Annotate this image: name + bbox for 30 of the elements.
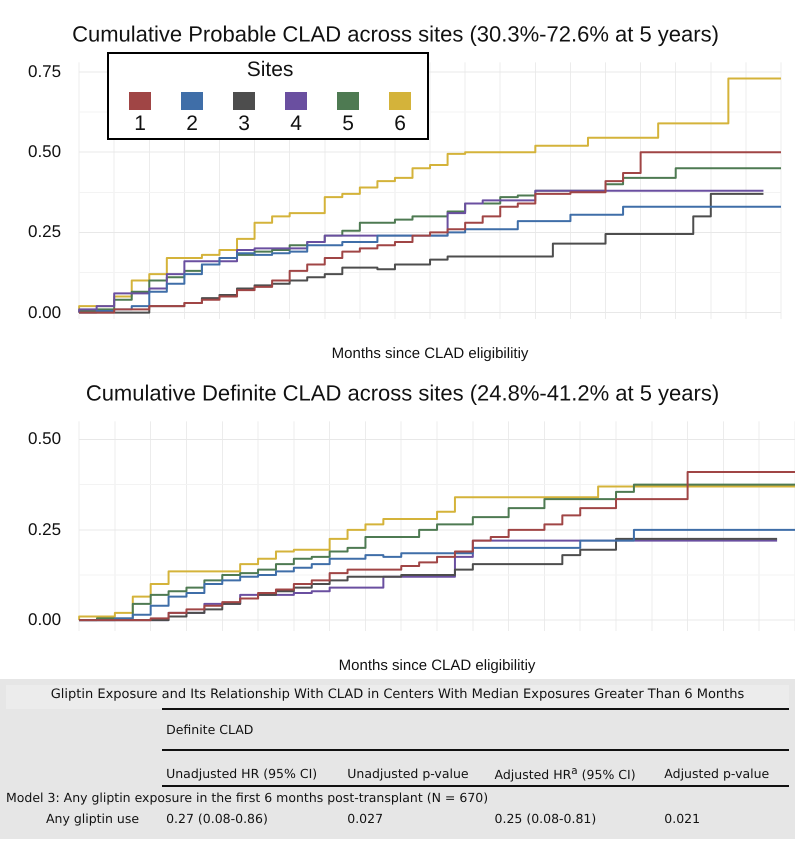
text: Gliptin Exposure and Its Relationship With CLAD in Centers With Median Exposures Greater Than 6 Months: [6, 685, 789, 709]
category-label: Unadjusted HR (95% CI): [162, 750, 344, 786]
text: Definite CLAD: [162, 709, 789, 750]
text: 0.25 (0.08-0.81): [494, 811, 596, 826]
category-label: Adjusted HR$^{a}$ (95% CI): [490, 750, 660, 786]
legend-label: 4: [290, 112, 302, 136]
text: 0.27 (0.08-0.86): [166, 811, 268, 826]
y-tick-label: 0.50: [28, 142, 62, 162]
y-tick-label: 0.50: [28, 429, 62, 450]
legend-label: 3: [238, 112, 250, 136]
text: 0.027: [347, 811, 384, 826]
y-tick-label: 0.25: [28, 222, 62, 242]
chart-title: Cumulative Definite CLAD across sites (24.8%-41.2% at 5 years): [86, 380, 720, 406]
y-tick-label: 0.00: [28, 610, 62, 630]
x-axis-title: Months since CLAD eligibilitiy: [332, 345, 529, 362]
chart-title: Cumulative Probable CLAD across sites (30.3%-72.6% at 5 years): [72, 21, 719, 46]
legend-label: 2: [186, 112, 198, 136]
legend-title: Sites: [246, 58, 294, 82]
category-label: Any gliptin use: [46, 811, 140, 826]
y-tick-label: 0.25: [28, 520, 62, 540]
legend-label: 5: [342, 112, 354, 136]
category-label: Adjusted p-value: [660, 750, 789, 786]
category-label: Model 3: Any gliptin exposure in the first 6 months post-transplant (N = 670): [6, 790, 488, 806]
text: 0.021: [664, 811, 700, 826]
x-axis-title: Months since CLAD eligibilitiy: [338, 657, 536, 674]
legend-label: 6: [394, 112, 406, 136]
category-label: Unadjusted p-value: [343, 750, 491, 786]
y-tick-label: 0.75: [28, 62, 62, 82]
legend-label: 1: [134, 112, 146, 136]
y-tick-label: 0.00: [28, 302, 62, 323]
